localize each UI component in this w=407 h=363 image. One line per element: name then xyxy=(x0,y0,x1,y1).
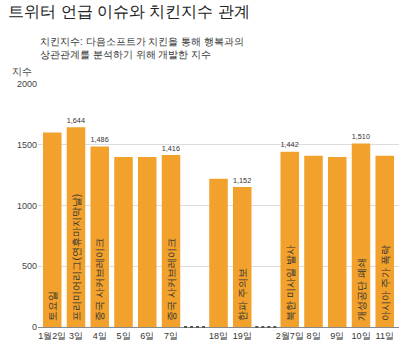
svg-text:개성공단 폐쇄: 개성공단 폐쇄 xyxy=(356,258,367,321)
svg-text:아시아 주가 폭락: 아시아 주가 폭락 xyxy=(380,245,391,321)
svg-text:1,442: 1,442 xyxy=(280,140,298,149)
svg-text:19일: 19일 xyxy=(233,331,252,341)
svg-text:18일: 18일 xyxy=(209,331,228,341)
svg-text:9일: 9일 xyxy=(330,331,344,341)
svg-text:프리미어리그(연휴마지막날): 프리미어리그(연휴마지막날) xyxy=(71,194,82,321)
svg-text:10일: 10일 xyxy=(351,331,370,341)
svg-text:지수: 지수 xyxy=(12,66,32,77)
svg-text:11일: 11일 xyxy=(376,331,394,341)
svg-text:7일: 7일 xyxy=(164,331,178,341)
svg-text:토요일: 토요일 xyxy=(47,291,58,321)
svg-text:중국 사커브레이크: 중국 사커브레이크 xyxy=(94,238,105,321)
svg-text:5일: 5일 xyxy=(116,331,130,341)
svg-text:1000: 1000 xyxy=(17,201,37,211)
svg-text:북한 미사일 발사: 북한 미사일 발사 xyxy=(285,245,296,321)
svg-text:0: 0 xyxy=(32,322,37,332)
svg-text:1,486: 1,486 xyxy=(90,135,108,144)
svg-text:1500: 1500 xyxy=(17,140,37,150)
svg-text:8일: 8일 xyxy=(306,331,320,341)
svg-text:1,416: 1,416 xyxy=(162,144,180,153)
svg-text:트위터 언급 이슈와 치킨지수 관계: 트위터 언급 이슈와 치킨지수 관계 xyxy=(8,3,250,20)
svg-text:500: 500 xyxy=(22,261,37,271)
svg-text:1,644: 1,644 xyxy=(67,116,85,125)
svg-text:3일: 3일 xyxy=(69,331,83,341)
svg-text:2월7일: 2월7일 xyxy=(276,331,304,341)
svg-text:4일: 4일 xyxy=(93,331,107,341)
svg-text:6일: 6일 xyxy=(140,331,154,341)
svg-text:1월2일: 1월2일 xyxy=(38,331,66,341)
svg-text:한파 주의보: 한파 주의보 xyxy=(237,268,248,321)
svg-text:2000: 2000 xyxy=(17,79,37,89)
svg-text:1,152: 1,152 xyxy=(233,176,251,185)
svg-text:1,510: 1,510 xyxy=(352,132,370,141)
svg-text:중국 사커브레이크: 중국 사커브레이크 xyxy=(166,238,177,321)
svg-text:치킨지수: 다음소프트가 치킨을 통해 행복과의상관관계를: 치킨지수: 다음소프트가 치킨을 통해 행복과의상관관계를 분석하기 위해 개발… xyxy=(40,36,244,60)
